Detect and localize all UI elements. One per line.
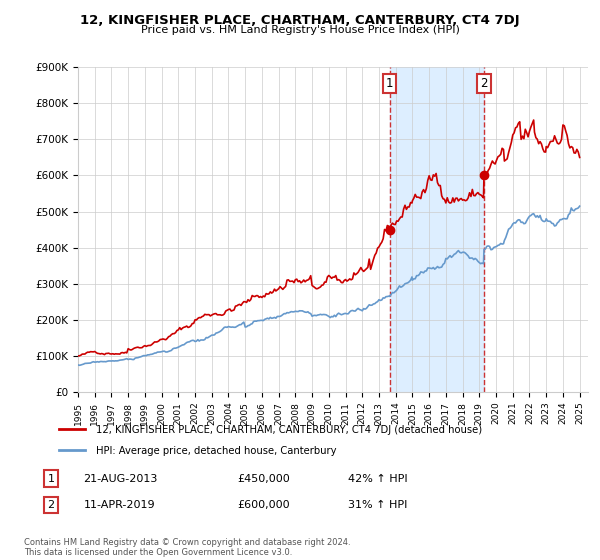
Text: 12, KINGFISHER PLACE, CHARTHAM, CANTERBURY, CT4 7DJ (detached house): 12, KINGFISHER PLACE, CHARTHAM, CANTERBU…	[95, 424, 482, 435]
Text: 2: 2	[47, 500, 55, 510]
Text: Price paid vs. HM Land Registry's House Price Index (HPI): Price paid vs. HM Land Registry's House …	[140, 25, 460, 35]
Text: Contains HM Land Registry data © Crown copyright and database right 2024.
This d: Contains HM Land Registry data © Crown c…	[24, 538, 350, 557]
Text: £450,000: £450,000	[238, 474, 290, 484]
Text: 1: 1	[47, 474, 55, 484]
Text: 2: 2	[480, 77, 488, 90]
Text: 31% ↑ HPI: 31% ↑ HPI	[349, 500, 407, 510]
Text: £600,000: £600,000	[238, 500, 290, 510]
Text: 21-AUG-2013: 21-AUG-2013	[83, 474, 157, 484]
Text: 11-APR-2019: 11-APR-2019	[84, 500, 156, 510]
Text: HPI: Average price, detached house, Canterbury: HPI: Average price, detached house, Cant…	[95, 446, 336, 456]
Text: 42% ↑ HPI: 42% ↑ HPI	[348, 474, 408, 484]
Text: 1: 1	[386, 77, 394, 90]
Text: 12, KINGFISHER PLACE, CHARTHAM, CANTERBURY, CT4 7DJ: 12, KINGFISHER PLACE, CHARTHAM, CANTERBU…	[80, 14, 520, 27]
Bar	[389, 67, 484, 392]
